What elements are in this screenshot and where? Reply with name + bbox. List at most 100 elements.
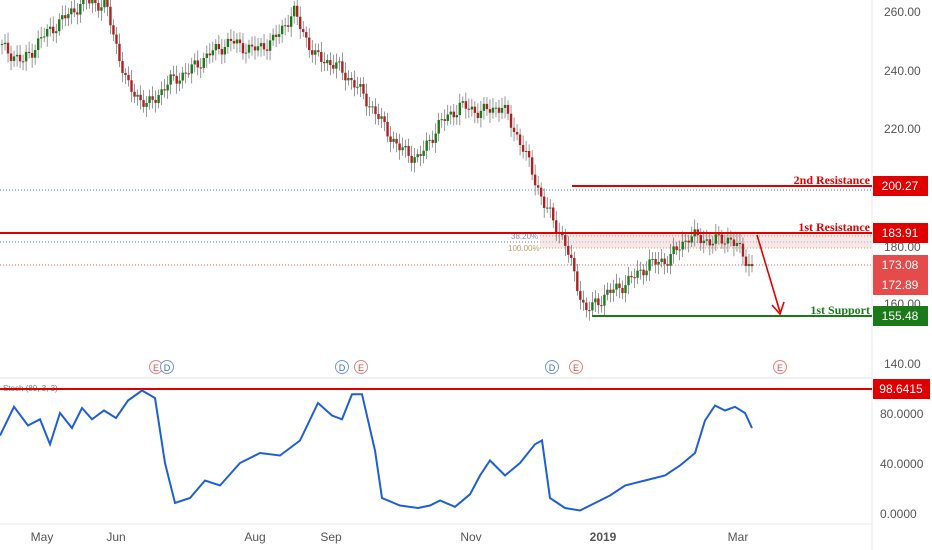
stoch-level-value: 98.6415	[879, 382, 923, 396]
candle-body	[711, 243, 715, 246]
fib-label-38: 38.20%	[511, 232, 538, 241]
candle-body	[163, 89, 166, 91]
candle-body	[476, 112, 480, 118]
candle-body	[247, 44, 251, 53]
candle-body	[326, 60, 329, 64]
candle-body	[274, 34, 278, 37]
candle-body	[512, 127, 516, 132]
candle-body	[139, 94, 142, 101]
candle-body	[570, 254, 573, 258]
candle-body	[597, 298, 600, 306]
candle-body	[585, 302, 588, 311]
candle-body	[621, 287, 624, 294]
candle-body	[368, 106, 371, 108]
candle-body	[280, 25, 284, 35]
candle-body	[588, 310, 591, 312]
candle-body	[172, 74, 175, 76]
event-marker-d1[interactable]: D	[160, 360, 174, 374]
time-tick-nov: Nov	[460, 530, 481, 544]
candle-body	[298, 16, 302, 30]
candle-body	[121, 61, 124, 73]
candle-body	[178, 80, 181, 84]
candle-body	[115, 34, 118, 44]
candle-body	[494, 107, 498, 109]
first-support-value: 155.48	[882, 309, 919, 323]
candle-body	[443, 119, 446, 121]
projection-arrow-line	[756, 234, 781, 313]
event-marker-e2[interactable]: E	[354, 360, 368, 374]
event-marker-e3[interactable]: E	[569, 360, 583, 374]
candle-body	[320, 52, 323, 62]
price-tick-180: 180.00	[884, 240, 921, 254]
candle-body	[181, 72, 184, 81]
candle-body	[9, 53, 13, 61]
candle-body	[58, 19, 61, 32]
candle-body	[735, 243, 739, 246]
candle-body	[726, 237, 730, 244]
candle-body	[633, 277, 636, 279]
candle-body	[461, 101, 465, 103]
candle-body	[118, 43, 121, 62]
candle-body	[244, 52, 248, 54]
candle-body	[199, 67, 202, 69]
candle-body	[190, 64, 193, 74]
candle-body	[45, 28, 49, 37]
candle-body	[594, 298, 597, 303]
candle-body	[142, 100, 145, 107]
event-marker-e4[interactable]: E	[773, 360, 787, 374]
candle-body	[226, 38, 230, 47]
candle-body	[657, 261, 660, 265]
candle-body	[407, 145, 410, 156]
candle-body	[305, 32, 308, 38]
candle-body	[338, 61, 341, 63]
time-tick-sep: Sep	[320, 530, 342, 544]
candle-body	[344, 72, 347, 81]
svg-text:D: D	[549, 363, 556, 373]
candle-body	[509, 113, 513, 128]
candle-body	[497, 107, 501, 113]
candle-body	[675, 246, 678, 251]
candle-body	[600, 305, 603, 307]
candle-body	[536, 185, 540, 188]
candle-body	[464, 101, 468, 109]
second-resistance-badge	[873, 176, 928, 196]
candlestick-series	[0, 0, 754, 321]
candle-body	[12, 56, 16, 61]
candle-body	[615, 283, 618, 290]
candle-body	[42, 36, 46, 38]
candle-body	[530, 157, 534, 175]
svg-text:D: D	[164, 363, 171, 373]
candle-body	[175, 75, 178, 84]
svg-text:E: E	[777, 363, 783, 373]
candle-body	[732, 239, 736, 246]
candle-body	[55, 31, 58, 34]
time-tick-jun: Jun	[106, 530, 125, 544]
candle-body	[262, 43, 266, 50]
candle-body	[699, 235, 702, 244]
candle-body	[359, 84, 362, 87]
candle-body	[473, 106, 477, 113]
candle-body	[386, 121, 389, 137]
candle-body	[470, 106, 474, 110]
svg-text:D: D	[339, 363, 346, 373]
candle-body	[21, 61, 25, 63]
candle-body	[79, 3, 82, 15]
candle-body	[720, 234, 724, 244]
candle-body	[449, 111, 452, 115]
candle-body	[265, 49, 269, 51]
candle-body	[555, 220, 558, 233]
candle-body	[371, 106, 374, 108]
event-marker-d2[interactable]: D	[335, 360, 349, 374]
candle-body	[73, 8, 76, 13]
candle-body	[286, 25, 290, 27]
projection-arrow-head	[771, 301, 785, 316]
event-marker-d3[interactable]: D	[545, 360, 559, 374]
svg-text:E: E	[153, 363, 159, 373]
candle-body	[527, 150, 531, 158]
candle-body	[341, 61, 344, 73]
candle-body	[329, 60, 332, 66]
candle-body	[160, 89, 163, 96]
stoch-line	[0, 389, 753, 512]
time-tick-2019: 2019	[590, 530, 617, 544]
